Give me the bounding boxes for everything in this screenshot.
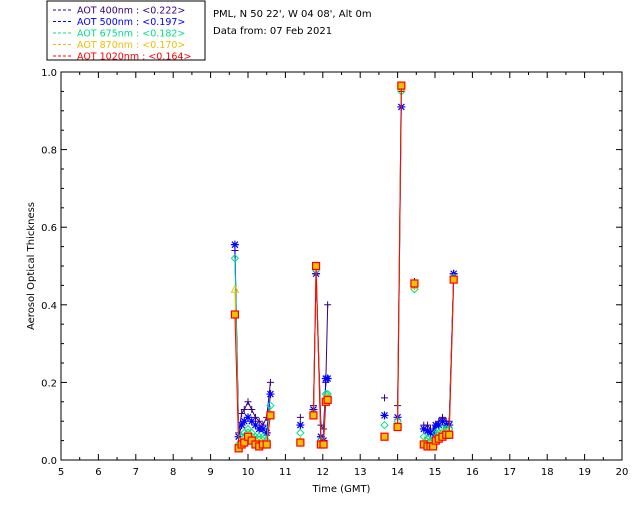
data-point-asterisk: [237, 421, 246, 430]
legend: AOT 400nm : <0.222>AOT 500nm : <0.197>AO…: [46, 0, 206, 63]
series-2: [230, 102, 458, 445]
y-tick-label: 0.4: [41, 301, 57, 312]
data-point-square: [380, 432, 389, 441]
series-line: [423, 277, 455, 442]
data-point-plus: [255, 417, 263, 425]
data-point-square: [449, 275, 458, 284]
series-line: [234, 314, 271, 450]
data-point-diamond: [419, 432, 428, 441]
legend-box: [46, 0, 206, 61]
data-point-diamond: [230, 254, 240, 263]
y-tick-label: 0.2: [41, 378, 57, 389]
series-1: [231, 87, 458, 437]
data-point-diamond: [255, 432, 264, 441]
data-point-square: [410, 279, 419, 288]
x-tick-label: 8: [170, 467, 176, 478]
y-tick-label: 0.6: [41, 223, 57, 234]
series-line: [234, 244, 271, 437]
data-point-asterisk: [258, 424, 267, 433]
x-tick-label: 5: [58, 467, 64, 478]
series-4: [230, 82, 459, 450]
data-point-asterisk: [434, 421, 443, 430]
data-date: Data from: 07 Feb 2021: [213, 26, 332, 37]
plot-frame: [60, 71, 623, 461]
series-5: [230, 81, 458, 453]
legend-entry: AOT 870nm : <0.170>: [77, 40, 185, 51]
x-tick-label: 11: [279, 467, 292, 478]
data-point-asterisk: [380, 411, 389, 420]
data-point-square: [397, 81, 406, 90]
x-tick-label: 15: [429, 467, 442, 478]
data-point-asterisk: [323, 374, 332, 383]
x-tick-label: 18: [541, 467, 554, 478]
x-tick-label: 13: [354, 467, 367, 478]
data-point-square: [445, 430, 454, 439]
data-point-plus: [238, 409, 246, 417]
x-axis-label: Time (GMT): [312, 484, 371, 495]
x-tick-label: 10: [242, 467, 255, 478]
legend-entry: AOT 1020nm : <0.164>: [77, 52, 191, 63]
series-3: [230, 87, 458, 449]
data-point-plus: [251, 413, 259, 421]
x-tick-label: 7: [133, 467, 139, 478]
station-location: PML, N 50 22', W 04 08', Alt 0m: [213, 9, 372, 20]
data-point-plus: [266, 378, 274, 386]
y-tick-label: 1.0: [41, 68, 57, 79]
data-point-asterisk: [230, 240, 239, 249]
data-point-diamond: [296, 428, 305, 438]
data-point-square: [393, 422, 402, 432]
series-layer: [230, 81, 459, 453]
y-tick-label: 0.8: [41, 146, 57, 157]
data-point-triangle: [230, 284, 240, 293]
data-point-plus: [240, 406, 248, 414]
data-point-asterisk: [262, 428, 271, 437]
data-point-plus: [248, 406, 256, 414]
series-line: [234, 250, 271, 433]
x-tick-label: 16: [466, 467, 479, 478]
data-point-square: [309, 411, 318, 420]
data-point-square: [266, 411, 275, 420]
data-point-asterisk: [240, 417, 249, 426]
data-point-asterisk: [296, 421, 305, 430]
x-tick-label: 19: [578, 467, 591, 478]
data-point-square: [296, 438, 305, 447]
legend-entry: AOT 675nm : <0.182>: [77, 29, 185, 40]
data-point-asterisk: [438, 417, 447, 426]
legend-entry: AOT 400nm : <0.222>: [77, 6, 185, 17]
axes: 5 6 7 8 9 10 11 12 13 14 15 16 17 18 19 20 0.0 0.2 0.4 0.6 0…: [26, 68, 628, 495]
data-point-plus: [244, 398, 252, 406]
data-point-diamond: [380, 420, 389, 430]
x-tick-label: 12: [316, 467, 329, 478]
x-tick-label: 9: [207, 467, 213, 478]
data-point-asterisk: [251, 421, 260, 430]
data-point-asterisk: [266, 390, 275, 399]
x-tick-label: 17: [503, 467, 516, 478]
data-point-asterisk: [419, 424, 428, 433]
data-point-square: [230, 310, 240, 319]
x-tick-label: 14: [391, 467, 404, 478]
data-point-square: [311, 261, 321, 271]
data-point-plus: [296, 413, 304, 421]
station-info: PML, N 50 22', W 04 08', Alt 0m Data from…: [213, 9, 372, 37]
data-point-square: [319, 440, 328, 449]
data-point-asterisk: [423, 426, 432, 435]
series-line: [397, 85, 402, 428]
legend-entry: AOT 500nm : <0.197>: [77, 17, 185, 28]
x-tick-label: 6: [95, 467, 101, 478]
y-tick-label: 0.0: [41, 456, 57, 467]
series-line: [423, 273, 455, 434]
data-point-square: [262, 440, 271, 449]
data-point-plus: [381, 394, 389, 402]
data-point-plus: [324, 301, 332, 309]
data-point-asterisk: [244, 413, 252, 422]
series-line: [423, 273, 455, 430]
y-axis-label: Aerosol Optical Thickness: [26, 202, 37, 330]
x-tick-label: 20: [616, 467, 629, 478]
data-point-asterisk: [247, 417, 256, 426]
data-point-square: [323, 395, 332, 404]
series-line: [234, 258, 271, 445]
data-point-asterisk: [429, 428, 438, 437]
